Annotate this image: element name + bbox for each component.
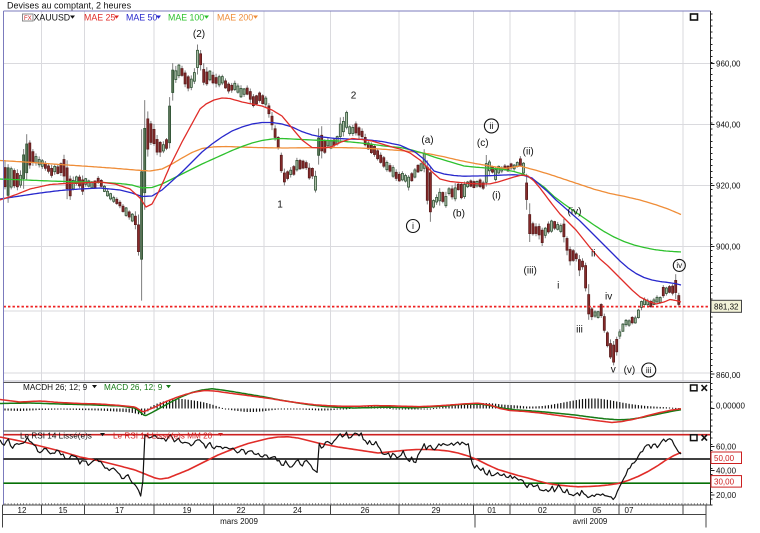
svg-text:19: 19 — [183, 506, 192, 515]
svg-text:60,00: 60,00 — [716, 443, 737, 452]
svg-text:02: 02 — [538, 506, 547, 515]
svg-text:MACD 26, 12; 9: MACD 26, 12; 9 — [104, 383, 163, 392]
svg-text:MAE 25: MAE 25 — [84, 13, 115, 23]
svg-text:860,00: 860,00 — [716, 371, 741, 380]
svg-text:01: 01 — [487, 506, 496, 515]
svg-text:40,00: 40,00 — [716, 467, 737, 476]
svg-text:07: 07 — [625, 506, 634, 515]
svg-text:960,00: 960,00 — [716, 60, 741, 69]
svg-text:Devises au comptant, 2 heures: Devises au comptant, 2 heures — [7, 1, 132, 11]
svg-text:FX: FX — [24, 16, 32, 22]
svg-text:mars 2009: mars 2009 — [220, 517, 258, 526]
svg-text:iii: iii — [576, 325, 583, 336]
svg-text:(v): (v) — [624, 365, 636, 376]
svg-text:Le RSI 14 Lissé(e)s: Le RSI 14 Lissé(e)s — [20, 431, 92, 440]
svg-text:(c): (c) — [477, 138, 489, 149]
svg-text:2: 2 — [351, 91, 357, 102]
svg-text:MAE 50: MAE 50 — [126, 13, 157, 23]
svg-text:(i): (i) — [492, 191, 501, 202]
svg-text:iv: iv — [676, 261, 682, 270]
svg-text:i: i — [412, 221, 414, 231]
svg-text:881,32: 881,32 — [714, 302, 739, 311]
svg-text:29: 29 — [432, 506, 441, 515]
svg-text:1: 1 — [277, 199, 283, 210]
svg-text:ii: ii — [489, 121, 493, 131]
svg-text:22: 22 — [237, 506, 246, 515]
svg-text:17: 17 — [115, 506, 124, 515]
svg-text:(2): (2) — [193, 29, 205, 40]
svg-text:i: i — [557, 280, 559, 291]
svg-text:iii: iii — [646, 365, 652, 375]
svg-text:v: v — [611, 365, 616, 376]
svg-text:MACDH 26; 12; 9: MACDH 26; 12; 9 — [23, 383, 88, 392]
svg-text:900,00: 900,00 — [716, 243, 741, 252]
svg-text:24: 24 — [293, 506, 302, 515]
svg-text:(iv): (iv) — [568, 207, 582, 218]
svg-text:Le RSI 14 Lissé(e)s MM 20: Le RSI 14 Lissé(e)s MM 20 — [113, 431, 213, 440]
svg-text:920,00: 920,00 — [716, 182, 741, 191]
svg-text:MAE 200: MAE 200 — [217, 13, 253, 23]
svg-text:26: 26 — [361, 506, 370, 515]
svg-text:0,00000: 0,00000 — [716, 402, 745, 411]
svg-text:(ii): (ii) — [523, 146, 534, 157]
svg-text:(b): (b) — [453, 209, 465, 220]
svg-text:XAUUSD: XAUUSD — [34, 13, 71, 23]
svg-text:15: 15 — [59, 506, 68, 515]
svg-text:avril 2009: avril 2009 — [573, 517, 608, 526]
svg-text:05: 05 — [593, 506, 602, 515]
svg-text:50,00: 50,00 — [714, 454, 735, 463]
svg-text:30,00: 30,00 — [714, 477, 735, 486]
svg-text:12: 12 — [18, 506, 27, 515]
svg-text:ii: ii — [591, 249, 595, 260]
svg-text:(a): (a) — [421, 135, 433, 146]
svg-text:(iii): (iii) — [524, 266, 537, 277]
svg-text:940,00: 940,00 — [716, 121, 741, 130]
svg-text:MAE 100: MAE 100 — [168, 13, 204, 23]
svg-text:20,00: 20,00 — [716, 491, 737, 500]
svg-text:iv: iv — [605, 292, 612, 303]
